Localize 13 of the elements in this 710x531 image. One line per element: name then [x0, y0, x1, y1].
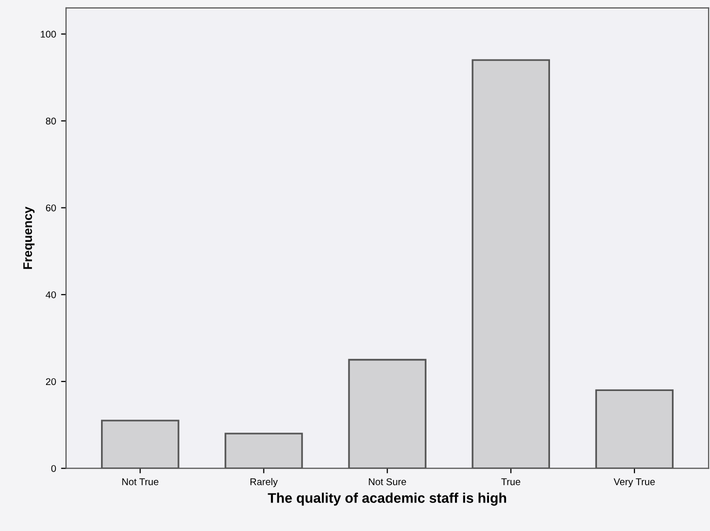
y-tick-label: 20: [46, 378, 56, 386]
y-tick-label: 80: [46, 118, 56, 125]
y-tick-label: 60: [46, 204, 56, 212]
x-tick-label: True: [501, 478, 520, 486]
x-tick-label: Not True: [122, 478, 158, 486]
x-axis-title: The quality of academic staff is high: [268, 492, 506, 506]
y-tick-label: 0: [51, 465, 56, 472]
y-tick-label: 40: [46, 291, 56, 298]
x-tick-label: Very True: [614, 478, 655, 488]
y-axis-title: Frequency: [23, 206, 35, 269]
y-tick-label: 100: [40, 30, 56, 38]
x-tick-label: Not Sure: [368, 478, 406, 486]
x-tick-label: Rarely: [250, 478, 278, 488]
